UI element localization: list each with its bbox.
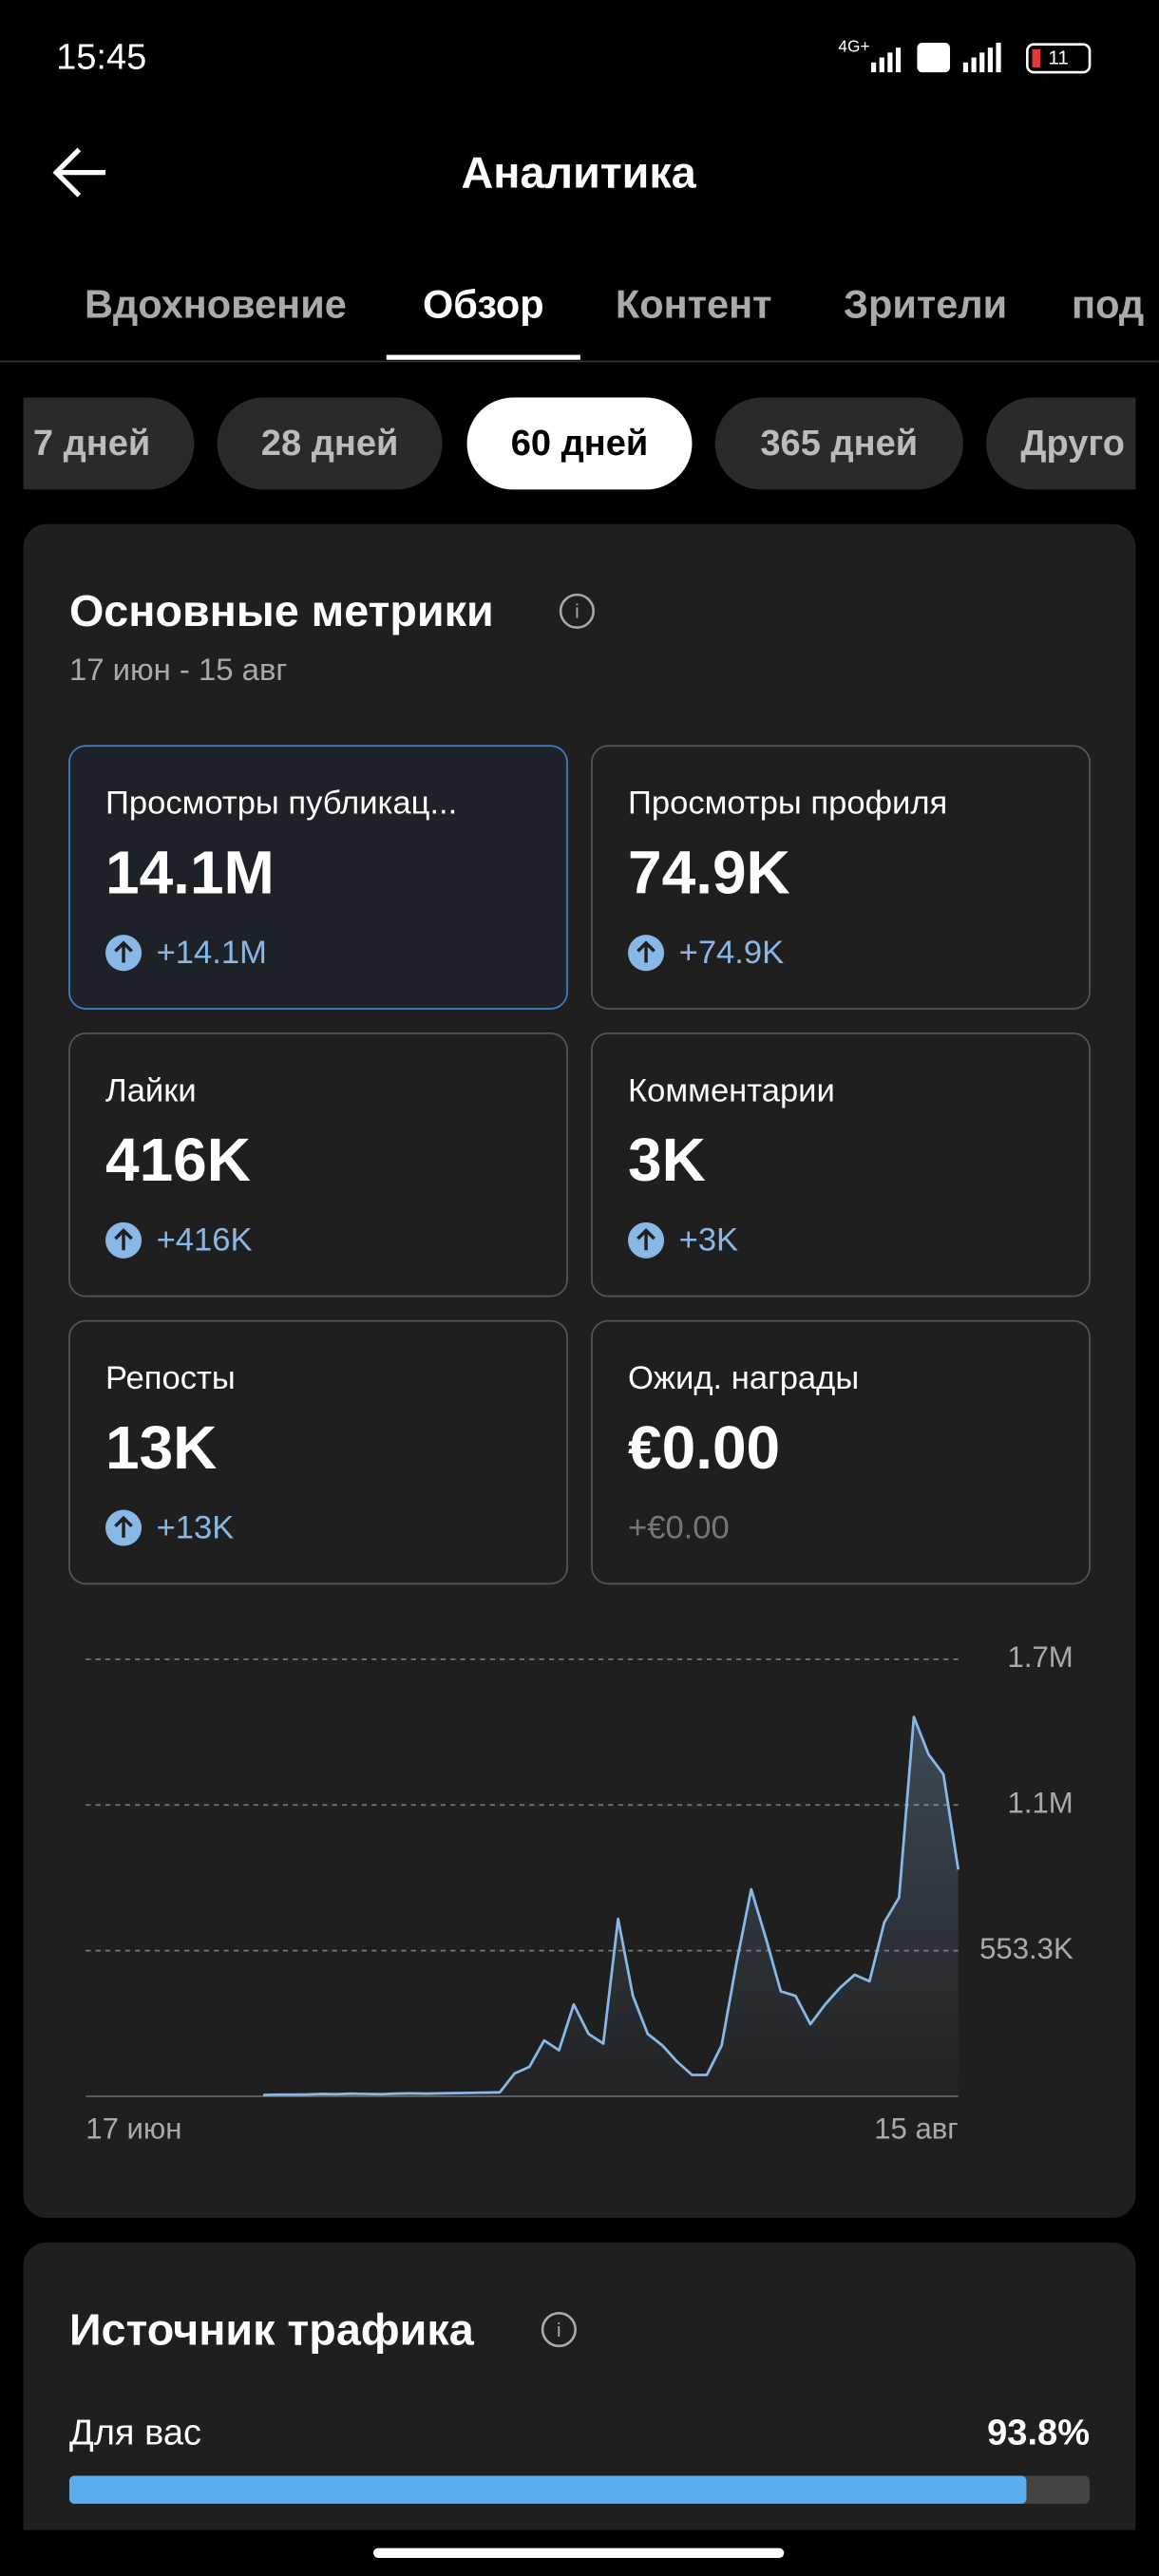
period-label[interactable]: 60 дней xyxy=(511,424,649,464)
cards: Просмотры публикац... 14.1M +14.1M Просмотр… xyxy=(68,745,1091,1585)
trend-arrow xyxy=(114,1515,133,1538)
battery-text: 11 xyxy=(1048,47,1069,69)
metric-value: 13K xyxy=(105,1413,217,1482)
clock: 15:45 xyxy=(56,37,146,77)
metric-label: Лайки xyxy=(105,1072,197,1108)
traffic-title: Источник трафика xyxy=(69,2304,475,2354)
metric-change: +416K xyxy=(157,1222,253,1259)
tab[interactable]: Зрители xyxy=(844,281,1007,326)
y-tick-label: 553.3K xyxy=(979,1932,1074,1965)
y-tick-label: 1.7M xyxy=(1008,1640,1074,1674)
home-indicator[interactable] xyxy=(372,2548,785,2558)
info-i: i xyxy=(557,2320,561,2341)
metric-card[interactable] xyxy=(68,1319,568,1585)
period-pill[interactable] xyxy=(217,397,443,490)
trend-arrow xyxy=(114,940,133,963)
metric-change: +3K xyxy=(679,1222,739,1259)
metric-change: +14.1M xyxy=(157,935,267,971)
period-label[interactable]: 28 дней xyxy=(261,424,399,464)
metric-change: +74.9K xyxy=(679,935,785,971)
metric-card[interactable] xyxy=(68,1032,568,1297)
traffic-panel xyxy=(23,2242,1136,2576)
metric-value: 14.1M xyxy=(105,839,275,907)
metric-label: Репосты xyxy=(105,1360,236,1396)
tab[interactable]: Контент xyxy=(616,281,772,326)
metric-card[interactable] xyxy=(591,1032,1091,1297)
metric-value: €0.00 xyxy=(628,1413,780,1482)
trend-arrow xyxy=(636,1228,656,1251)
tab-indicator xyxy=(386,354,580,360)
metric-change: +€0.00 xyxy=(628,1509,730,1545)
source-label: Для вас xyxy=(69,2413,201,2453)
trend-arrow xyxy=(636,940,656,963)
tab[interactable]: Обзор xyxy=(423,281,544,326)
period-pill[interactable] xyxy=(0,397,195,490)
period-label[interactable]: 7 дней xyxy=(33,424,150,464)
tab[interactable]: Вдохновение xyxy=(85,281,347,326)
period-label[interactable]: Друго xyxy=(1020,424,1125,464)
info-icon[interactable] xyxy=(541,2311,577,2348)
tab[interactable]: под xyxy=(1072,281,1144,326)
traffic-sources: Для вас 93.8% xyxy=(68,2413,1090,2504)
metric-change: +13K xyxy=(157,1509,235,1545)
battery xyxy=(1026,43,1092,74)
metric-value: 74.9K xyxy=(628,839,790,907)
x-tick-label: 15 авг xyxy=(874,2112,958,2145)
metric-label: Просмотры публикац... xyxy=(105,786,457,822)
back-button[interactable] xyxy=(52,147,106,198)
header-title: Аналитика xyxy=(462,147,697,197)
metric-label: Просмотры профиля xyxy=(628,786,947,822)
date-range: 17 июн - 15 авг xyxy=(69,652,287,687)
metric-label: Комментарии xyxy=(628,1072,835,1108)
signal-icons xyxy=(871,42,1001,73)
battery-level xyxy=(1032,48,1041,67)
info-icon[interactable] xyxy=(559,593,595,630)
metric-card[interactable] xyxy=(591,1319,1091,1585)
line xyxy=(263,1715,960,2096)
metrics-title: Основные метрики xyxy=(69,586,494,635)
network: 4G+ xyxy=(838,37,869,56)
area xyxy=(263,1716,959,2096)
metric-label: Ожид. награды xyxy=(628,1360,859,1396)
trend-arrow xyxy=(114,1228,133,1251)
y-tick-label: 1.1M xyxy=(1008,1786,1074,1819)
period-pill[interactable] xyxy=(714,397,963,490)
progress-bar xyxy=(68,2475,1027,2504)
metric-card[interactable] xyxy=(591,745,1091,1010)
period-pill[interactable] xyxy=(986,397,1159,490)
x-tick-label: 17 июн xyxy=(86,2112,181,2145)
period-label[interactable]: 365 дней xyxy=(760,424,918,464)
source-value: 93.8% xyxy=(987,2413,1090,2453)
chart: 553.3K 1.1M 1.7M 17 июн 15 авг xyxy=(86,1640,1074,2145)
metric-card[interactable] xyxy=(68,745,568,1010)
period-pill[interactable] xyxy=(466,397,693,490)
tabs: Вдохновение Обзор Контент Зрители под xyxy=(85,281,1144,326)
metric-value: 416K xyxy=(105,1126,251,1194)
metric-value: 3K xyxy=(628,1126,706,1194)
periods: 7 дней 28 дней 60 дней 365 дней Друго xyxy=(0,397,1159,490)
info-i: i xyxy=(575,601,580,623)
